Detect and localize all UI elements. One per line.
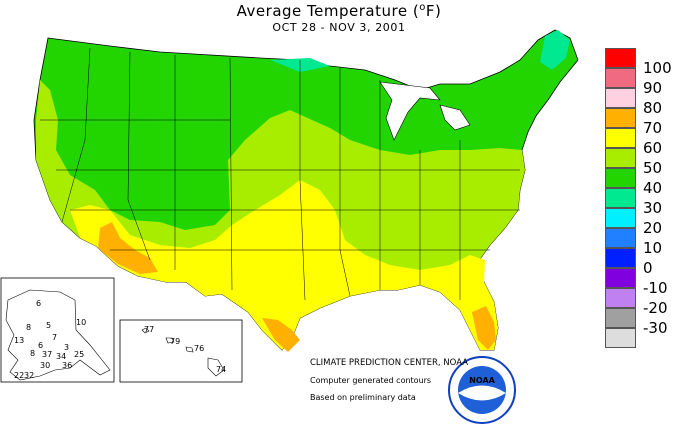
hawaii-value: 79 [170, 337, 180, 346]
legend-label: 30 [643, 199, 663, 217]
legend-swatch [605, 148, 636, 168]
legend-swatch [605, 108, 636, 128]
legend-label: 50 [643, 159, 663, 177]
title-text: Average Temperature [236, 2, 408, 20]
alaska-value: 6 [38, 341, 43, 350]
alaska-value: 6 [36, 299, 41, 308]
legend-label: 90 [643, 79, 663, 97]
alaska-value: 10 [76, 318, 86, 327]
alaska-value: 7 [52, 333, 57, 342]
hawaii-islands [141, 327, 225, 377]
legend-swatch [605, 128, 636, 148]
legend-swatch [605, 228, 636, 248]
legend-swatch [605, 208, 636, 228]
credit-line1: Computer generated contours [310, 376, 432, 385]
legend-swatch [605, 88, 636, 108]
alaska-outline [5, 289, 111, 381]
alaska-value: 36 [62, 361, 72, 370]
alaska-value: 5 [46, 321, 51, 330]
hawaii-value-labels: 77 79 76 74 [144, 325, 226, 374]
contour-70-texas [262, 318, 300, 352]
alaska-value: 22 [14, 371, 24, 380]
legend-swatch [605, 48, 636, 68]
legend-label: -20 [643, 299, 668, 317]
contour-70-desert [98, 222, 158, 274]
hawaii-value: 77 [144, 325, 154, 334]
credit-line2: Based on preliminary data [310, 393, 416, 402]
title-unit: F [425, 2, 435, 20]
map-title: Average Temperature (oF) [236, 2, 442, 20]
alaska-value: 13 [14, 336, 24, 345]
legend-label: 80 [643, 99, 663, 117]
legend-swatch [605, 328, 636, 348]
alaska-value: 34 [56, 352, 66, 361]
legend-swatch [605, 288, 636, 308]
legend-swatch [605, 68, 636, 88]
legend-swatch [605, 248, 636, 268]
alaska-value: 8 [26, 323, 31, 332]
legend-swatch [605, 308, 636, 328]
contour-60 [70, 180, 498, 350]
legend-swatch [605, 168, 636, 188]
alaska-value: 30 [40, 361, 50, 370]
hawaii-value: 76 [194, 344, 204, 353]
legend-label: 60 [643, 139, 663, 157]
alaska-value: 25 [74, 350, 84, 359]
noaa-logo: NOAA [448, 356, 516, 424]
legend-label: 70 [643, 119, 663, 137]
alaska-value: 3 [64, 343, 69, 352]
alaska-value: 8 [30, 349, 35, 358]
credit-center: CLIMATE PREDICTION CENTER, NOAA [310, 358, 469, 368]
legend-label: -30 [643, 319, 668, 337]
contour-70-florida [472, 306, 496, 350]
legend-label: 100 [643, 59, 672, 77]
alaska-value: 32 [24, 371, 34, 380]
state-lines [40, 47, 520, 301]
date-range: OCT 28 - NOV 3, 2001 [272, 21, 406, 34]
contour-30-maine [540, 30, 570, 70]
great-lakes [379, 81, 471, 141]
legend-label: 0 [643, 259, 653, 277]
alaska-value: 37 [42, 350, 52, 359]
noaa-logo-text: NOAA [469, 376, 495, 385]
hawaii-value: 74 [216, 365, 226, 374]
legend-label: -10 [643, 279, 668, 297]
legend-label: 20 [643, 219, 663, 237]
legend-swatch [605, 268, 636, 288]
legend-label: 10 [643, 239, 663, 257]
legend-swatch [605, 188, 636, 208]
legend-label: 40 [643, 179, 663, 197]
